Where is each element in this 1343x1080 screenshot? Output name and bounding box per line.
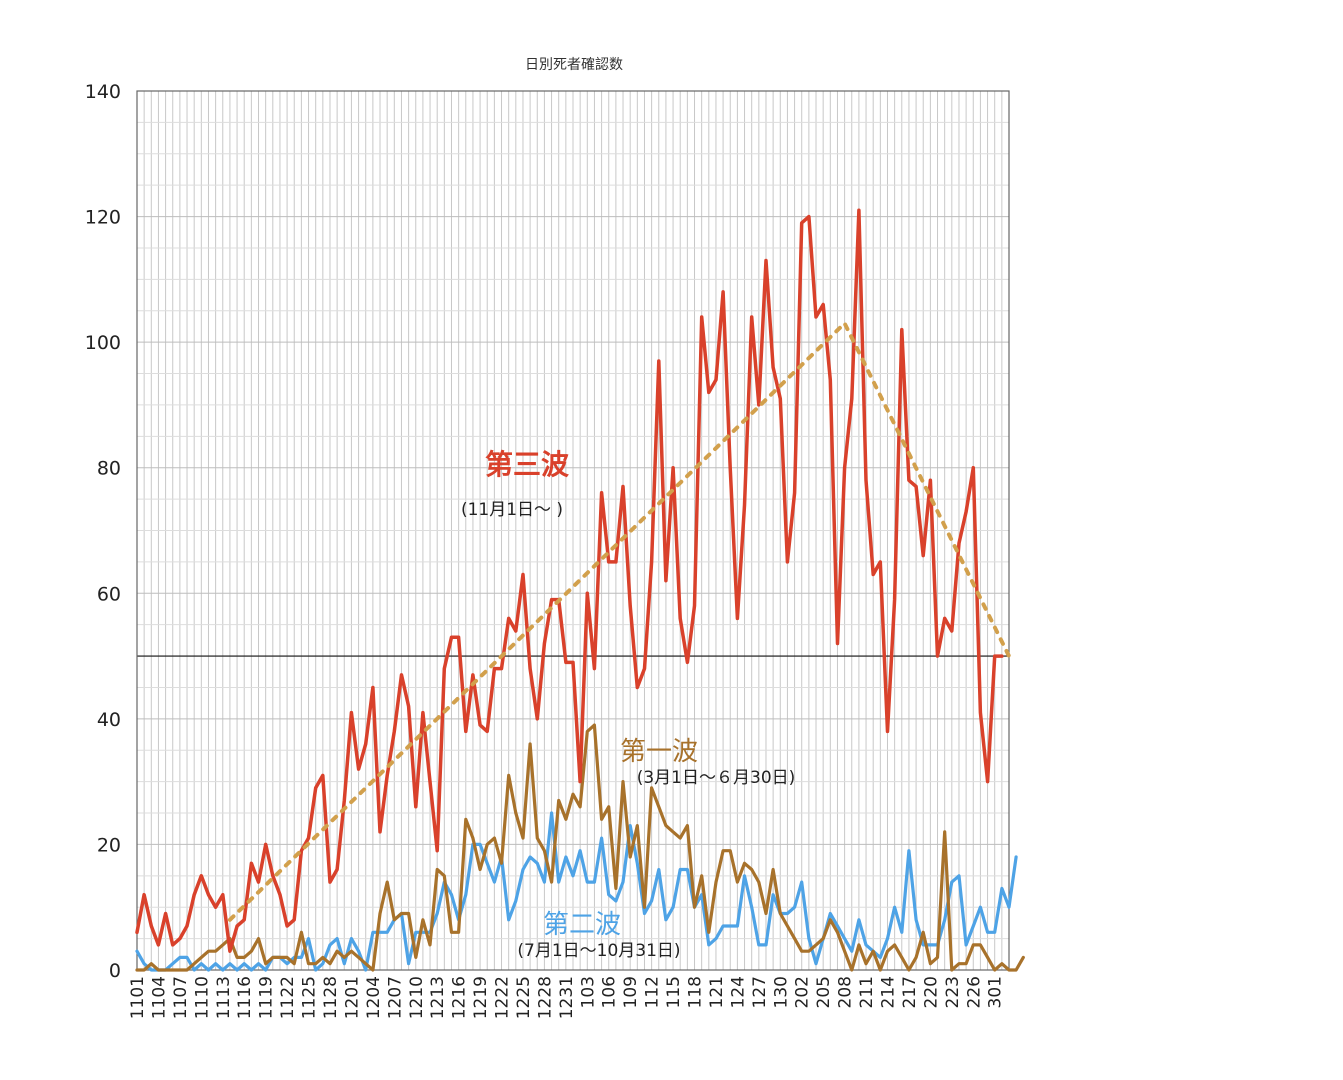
x-tick-label: 1228 bbox=[535, 976, 555, 1019]
y-tick-label: 140 bbox=[85, 81, 121, 103]
chart-title: 日別死者確認数 bbox=[525, 57, 623, 73]
x-tick-label: 1213 bbox=[428, 976, 448, 1019]
x-tick-label: 112 bbox=[643, 976, 663, 1008]
annotation-first-wave-dates: (3月1日〜６月30日) bbox=[637, 768, 796, 788]
x-tick-label: 124 bbox=[728, 976, 748, 1008]
y-tick-label: 0 bbox=[109, 960, 121, 982]
annotation-first-wave: 第一波 bbox=[620, 737, 698, 767]
x-tick-label: 301 bbox=[986, 976, 1006, 1008]
annotation-third-wave-dates: (11月1日〜 ) bbox=[461, 500, 563, 520]
y-tick-label: 20 bbox=[97, 834, 121, 856]
y-tick-label: 80 bbox=[97, 458, 121, 480]
x-tick-label: 115 bbox=[664, 976, 684, 1008]
x-tick-label: 1125 bbox=[300, 976, 320, 1019]
annotations: 第三波 (11月1日〜 ) 第一波 (3月1日〜６月30日) 第二波 (7月1日… bbox=[461, 448, 795, 961]
x-tick-label: 1204 bbox=[364, 976, 384, 1019]
x-tick-label: 1122 bbox=[278, 976, 298, 1019]
x-tick-label: 1116 bbox=[235, 976, 255, 1019]
x-tick-label: 208 bbox=[836, 976, 856, 1008]
grid bbox=[136, 90, 1010, 971]
y-tick-label: 120 bbox=[85, 207, 121, 229]
y-tick-label: 40 bbox=[97, 709, 121, 731]
x-tick-label: 1110 bbox=[192, 976, 212, 1019]
x-tick-label: 106 bbox=[600, 976, 620, 1008]
x-tick-label: 118 bbox=[686, 976, 706, 1008]
x-tick-label: 223 bbox=[943, 976, 963, 1008]
annotation-second-wave: 第二波 bbox=[543, 910, 621, 940]
x-tick-label: 1113 bbox=[214, 976, 234, 1019]
x-tick-label: 1216 bbox=[450, 976, 470, 1019]
x-tick-label: 205 bbox=[814, 976, 834, 1008]
x-tick-label: 220 bbox=[921, 976, 941, 1008]
x-tick-label: 1101 bbox=[128, 976, 148, 1019]
x-tick-label: 217 bbox=[900, 976, 920, 1008]
x-tick-label: 1222 bbox=[493, 976, 513, 1019]
annotation-third-wave: 第三波 bbox=[485, 448, 570, 481]
x-tick-label: 202 bbox=[793, 976, 813, 1008]
annotation-second-wave-dates: (7月1日〜10月31日) bbox=[517, 941, 680, 961]
series-line-0 bbox=[135, 208, 1004, 953]
x-tick-label: 1119 bbox=[257, 976, 277, 1019]
x-tick-label: 214 bbox=[878, 976, 898, 1008]
x-tick-label: 103 bbox=[578, 976, 598, 1008]
x-tick-label: 127 bbox=[750, 976, 770, 1008]
x-tick-label: 211 bbox=[857, 976, 877, 1008]
x-tick-label: 1107 bbox=[171, 976, 191, 1019]
x-tick-label: 1207 bbox=[385, 976, 405, 1019]
x-axis: 1101 1104 1107 1110 1113 1116 1119 1122 1125 1128… bbox=[128, 976, 1006, 1019]
y-tick-label: 60 bbox=[97, 583, 121, 605]
x-tick-label: 1231 bbox=[557, 976, 577, 1019]
y-axis: 0 20 40 60 80 100 120 140 bbox=[85, 81, 121, 982]
trend-line bbox=[227, 319, 1011, 922]
x-tick-label: 109 bbox=[621, 976, 641, 1008]
series-line-1 bbox=[135, 723, 1025, 972]
y-tick-label: 100 bbox=[85, 332, 121, 354]
x-tick-label: 1201 bbox=[342, 976, 362, 1019]
x-tick-label: 130 bbox=[771, 976, 791, 1008]
x-tick-label: 1219 bbox=[471, 976, 491, 1019]
x-tick-label: 121 bbox=[707, 976, 727, 1008]
series-lines bbox=[135, 208, 1025, 972]
x-tick-label: 1104 bbox=[149, 976, 169, 1019]
x-tick-label: 226 bbox=[964, 976, 984, 1008]
x-tick-label: 1225 bbox=[514, 976, 534, 1019]
series-line-2 bbox=[135, 811, 1018, 972]
plot-area-border bbox=[136, 90, 1010, 971]
x-tick-label: 1128 bbox=[321, 976, 341, 1019]
x-tick-label: 1210 bbox=[407, 976, 427, 1019]
